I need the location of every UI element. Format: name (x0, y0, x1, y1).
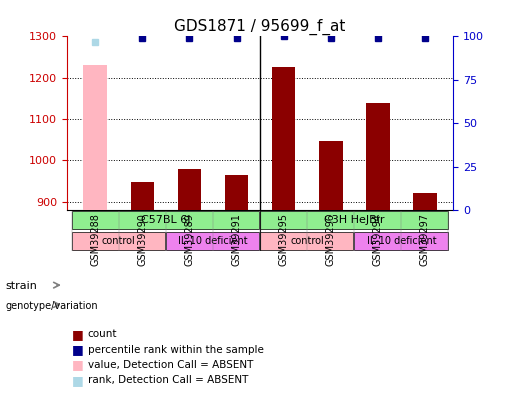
Text: ■: ■ (72, 374, 84, 387)
Text: ■: ■ (72, 343, 84, 356)
Text: GSM39296: GSM39296 (325, 213, 336, 266)
Text: GSM39291: GSM39291 (232, 213, 242, 266)
Text: GSM39290: GSM39290 (138, 213, 147, 266)
Text: ■: ■ (72, 358, 84, 371)
Text: rank, Detection Call = ABSENT: rank, Detection Call = ABSENT (88, 375, 248, 385)
Text: strain: strain (5, 281, 37, 290)
Bar (130, 182, 154, 210)
FancyBboxPatch shape (166, 232, 259, 250)
Text: GSM39288: GSM39288 (90, 213, 100, 266)
FancyBboxPatch shape (354, 232, 448, 250)
Text: count: count (88, 329, 117, 339)
Text: IL-10 deficient: IL-10 deficient (367, 236, 436, 246)
Text: GSM39294: GSM39294 (373, 213, 383, 266)
Text: GSM39295: GSM39295 (279, 213, 288, 266)
Text: percentile rank within the sample: percentile rank within the sample (88, 345, 264, 354)
Bar (178, 168, 201, 210)
Bar (366, 103, 390, 210)
Title: GDS1871 / 95699_f_at: GDS1871 / 95699_f_at (175, 19, 346, 35)
Bar (319, 141, 342, 210)
FancyBboxPatch shape (72, 232, 165, 250)
Text: control: control (102, 236, 135, 246)
Bar (83, 64, 107, 210)
Text: value, Detection Call = ABSENT: value, Detection Call = ABSENT (88, 360, 253, 370)
Text: control: control (290, 236, 324, 246)
Text: GSM39297: GSM39297 (420, 213, 430, 266)
FancyBboxPatch shape (260, 232, 353, 250)
Text: C57BL 6J: C57BL 6J (141, 215, 191, 225)
Text: C3H HeJBir: C3H HeJBir (324, 215, 385, 225)
Bar (272, 67, 296, 210)
Text: IL-10 deficient: IL-10 deficient (178, 236, 248, 246)
Text: GSM39289: GSM39289 (184, 213, 195, 266)
FancyBboxPatch shape (260, 211, 448, 230)
Text: genotype/variation: genotype/variation (5, 301, 98, 311)
Bar (225, 175, 248, 210)
Text: ■: ■ (72, 328, 84, 341)
FancyBboxPatch shape (72, 211, 259, 230)
Bar (413, 192, 437, 210)
